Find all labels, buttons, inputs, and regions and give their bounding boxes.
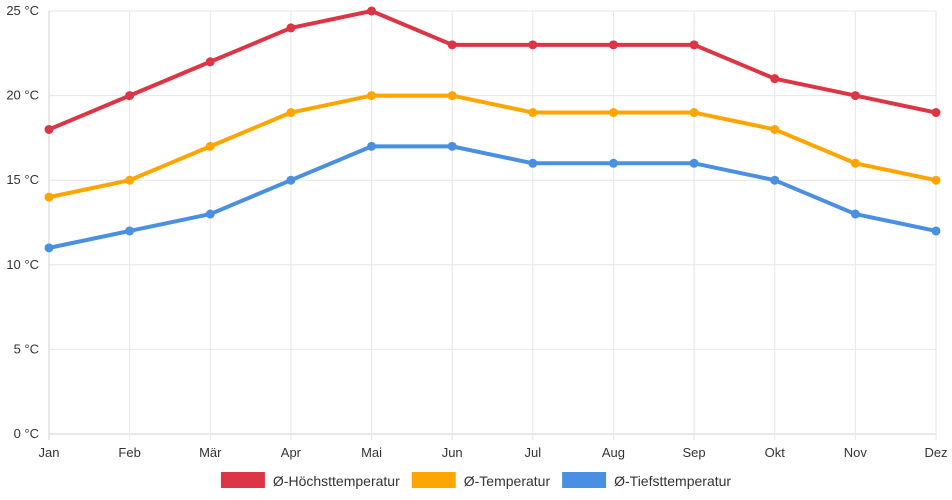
data-point[interactable] [608, 40, 618, 50]
legend-item[interactable]: Ø-Höchsttemperatur [220, 472, 400, 489]
data-point[interactable] [447, 141, 457, 151]
y-tick-label: 0 °C [14, 426, 39, 441]
x-tick-label: Feb [118, 445, 140, 460]
data-point[interactable] [125, 91, 135, 101]
data-point[interactable] [286, 175, 296, 185]
legend-swatch [562, 472, 607, 488]
series-line [47, 93, 938, 200]
data-point[interactable] [447, 40, 457, 50]
data-point[interactable] [608, 158, 618, 168]
data-point[interactable] [528, 40, 538, 50]
series-2 [44, 91, 941, 202]
x-tick-label: Okt [765, 445, 786, 460]
data-point[interactable] [44, 243, 54, 253]
data-point[interactable] [286, 23, 296, 33]
series-line [47, 144, 938, 250]
x-tick-label: Aug [602, 445, 625, 460]
series-1 [44, 6, 941, 134]
data-point[interactable] [770, 74, 780, 84]
y-tick-label: 20 °C [6, 88, 39, 103]
x-tick-label: Jul [525, 445, 542, 460]
legend-swatch [411, 472, 456, 488]
series-layer [44, 6, 941, 253]
series-3 [44, 141, 941, 253]
y-tick-label: 25 °C [6, 3, 39, 18]
data-point[interactable] [44, 192, 54, 202]
data-point[interactable] [447, 91, 457, 101]
grid-layer [48, 10, 937, 440]
data-point[interactable] [689, 40, 699, 50]
data-point[interactable] [528, 158, 538, 168]
y-tick-label: 10 °C [6, 257, 39, 272]
data-point[interactable] [367, 91, 377, 101]
data-point[interactable] [367, 6, 377, 16]
data-point[interactable] [931, 175, 941, 185]
data-point[interactable] [205, 209, 215, 219]
legend-label: Ø-Temperatur [464, 473, 551, 489]
legend-label: Ø-Tiefsttemperatur [614, 473, 731, 489]
data-point[interactable] [608, 108, 618, 118]
data-point[interactable] [528, 108, 538, 118]
x-tick-label: Nov [844, 445, 868, 460]
y-tick-label: 15 °C [6, 172, 39, 187]
legend-item[interactable]: Ø-Tiefsttemperatur [562, 472, 731, 489]
x-tick-label: Mai [361, 445, 382, 460]
legend-swatch [220, 472, 265, 488]
data-point[interactable] [931, 108, 941, 118]
data-point[interactable] [850, 91, 860, 101]
data-point[interactable] [850, 158, 860, 168]
y-tick-label: 5 °C [14, 341, 39, 356]
data-point[interactable] [44, 124, 54, 134]
data-point[interactable] [689, 108, 699, 118]
x-tick-label: Apr [281, 445, 302, 460]
data-point[interactable] [125, 226, 135, 236]
data-point[interactable] [931, 226, 941, 236]
data-point[interactable] [689, 158, 699, 168]
x-tick-label: Mär [199, 445, 222, 460]
series-line [47, 9, 938, 132]
data-point[interactable] [770, 175, 780, 185]
legend-label: Ø-Höchsttemperatur [273, 473, 400, 489]
x-tick-label: Sep [683, 445, 706, 460]
data-point[interactable] [367, 141, 377, 151]
legend-item[interactable]: Ø-Temperatur [411, 472, 551, 489]
data-point[interactable] [205, 141, 215, 151]
x-tick-label: Jan [39, 445, 60, 460]
legend[interactable]: Ø-Höchsttemperatur Ø-Temperatur Ø-Tiefstte… [220, 472, 731, 489]
data-point[interactable] [770, 124, 780, 134]
axis-layer: 0 °C 5 °C 10 °C 15 °C 20 °C 25 °C Jan Feb Mär Apr… [6, 3, 947, 460]
data-point[interactable] [125, 175, 135, 185]
x-tick-label: Dez [924, 445, 947, 460]
x-tick-label: Jun [442, 445, 463, 460]
data-point[interactable] [286, 108, 296, 118]
data-point[interactable] [850, 209, 860, 219]
data-point[interactable] [205, 57, 215, 67]
